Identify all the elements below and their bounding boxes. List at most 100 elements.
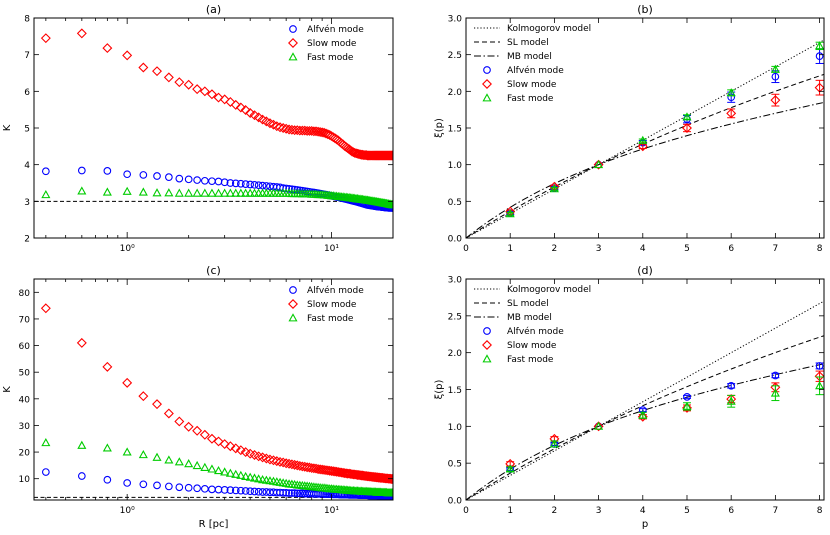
- data-point: [682, 402, 692, 413]
- x-tick-label: 1: [507, 244, 513, 254]
- data-point: [214, 177, 223, 186]
- data-point: [241, 471, 251, 480]
- data-point: [386, 150, 393, 161]
- x-tick-label: 5: [684, 506, 690, 516]
- data-point: [219, 439, 230, 450]
- model-curve: [466, 335, 824, 500]
- data-point: [76, 28, 87, 39]
- data-point: [241, 180, 250, 188]
- x-tick-label: 2: [552, 506, 558, 516]
- data-point: [184, 483, 193, 492]
- plot-area: [34, 303, 393, 500]
- data-point: [245, 472, 255, 481]
- data-point: [225, 468, 235, 477]
- legend-marker: [288, 52, 298, 61]
- data-point: [192, 460, 202, 470]
- model-curve: [466, 101, 824, 238]
- y-tick-label: 8: [24, 15, 30, 25]
- legend-label: Slow mode: [307, 300, 357, 310]
- y-tick-label: 3.0: [448, 276, 463, 286]
- data-point: [225, 96, 236, 107]
- data-point: [175, 174, 184, 183]
- panel-b: (b) 0.0 0.5 1.0 1.5 2.0 2.5 3.0 0 1 2 3 4 5 6 7 8 ξ(p) Kol…: [434, 3, 825, 254]
- data-point: [727, 381, 736, 390]
- legend-marker: [482, 354, 492, 363]
- data-point: [388, 150, 393, 161]
- series-slow-mode: [40, 28, 393, 161]
- data-point: [250, 180, 259, 189]
- data-point: [384, 473, 393, 484]
- data-point: [319, 464, 330, 475]
- data-point: [165, 173, 173, 181]
- y-tick-label: 2.5: [448, 312, 462, 322]
- y-tick-label: 7: [24, 51, 30, 61]
- legend-marker: [482, 340, 492, 350]
- data-point: [139, 171, 148, 179]
- data-point: [594, 159, 604, 169]
- data-point: [245, 188, 255, 197]
- legend-label: Fast mode: [507, 355, 554, 365]
- y-tick-label: 2.5: [448, 51, 462, 61]
- x-tick-label: 0: [463, 244, 469, 254]
- data-point: [193, 176, 201, 184]
- data-point: [230, 443, 241, 454]
- data-point: [682, 112, 692, 121]
- data-point: [282, 184, 291, 193]
- y-axis-label: K: [2, 124, 13, 131]
- data-point: [200, 176, 209, 185]
- data-point: [40, 33, 51, 44]
- data-point: [103, 167, 112, 175]
- legend: Kolmogorov model SL model MB model Alfvén m…: [474, 285, 591, 365]
- legend-marker: [288, 299, 298, 309]
- data-point: [77, 440, 87, 449]
- data-point: [726, 88, 736, 97]
- data-point: [815, 381, 824, 390]
- data-point: [207, 188, 217, 197]
- y-tick-label: 5: [24, 125, 30, 135]
- x-tick-label: 4: [640, 244, 646, 254]
- data-point: [770, 388, 780, 397]
- data-point: [279, 488, 288, 497]
- data-point: [236, 188, 246, 197]
- data-point: [771, 371, 780, 380]
- data-point: [184, 188, 194, 197]
- data-point: [199, 86, 210, 97]
- data-point: [594, 421, 604, 430]
- data-point: [265, 454, 275, 465]
- data-point: [102, 361, 113, 372]
- y-axis-label: ξ(p): [434, 118, 445, 138]
- series-fast-mode: [505, 376, 824, 473]
- legend-label: Slow mode: [507, 341, 557, 351]
- data-point: [220, 188, 230, 197]
- data-point: [41, 167, 50, 176]
- y-axis-label: K: [2, 386, 13, 393]
- data-point: [226, 179, 235, 187]
- legend-label: Fast mode: [307, 53, 354, 63]
- x-tick-label: 7: [773, 244, 779, 254]
- y-tick-label: 0.0: [448, 497, 463, 507]
- data-point: [102, 443, 112, 452]
- data-point: [165, 482, 173, 491]
- data-point: [275, 456, 286, 467]
- x-tick-label: 7: [773, 506, 779, 516]
- y-tick-label: 40: [19, 395, 31, 405]
- data-point: [637, 411, 648, 422]
- data-point: [208, 177, 216, 186]
- data-point: [236, 179, 245, 188]
- data-point: [682, 401, 692, 410]
- data-point: [271, 121, 282, 132]
- legend-label: Kolmogorov model: [507, 24, 591, 34]
- data-point: [241, 188, 251, 197]
- data-point: [164, 455, 174, 464]
- y-tick-label: 60: [19, 342, 31, 352]
- data-point: [184, 459, 194, 468]
- y-axis-label: ξ(p): [434, 380, 445, 400]
- data-point: [285, 489, 293, 497]
- x-tick-label: 6: [728, 506, 734, 516]
- data-point: [293, 489, 302, 498]
- data-point: [313, 464, 324, 475]
- y-tick-label: 3: [24, 198, 30, 208]
- data-point: [245, 448, 256, 459]
- legend-marker: [288, 38, 298, 48]
- data-point: [505, 206, 516, 217]
